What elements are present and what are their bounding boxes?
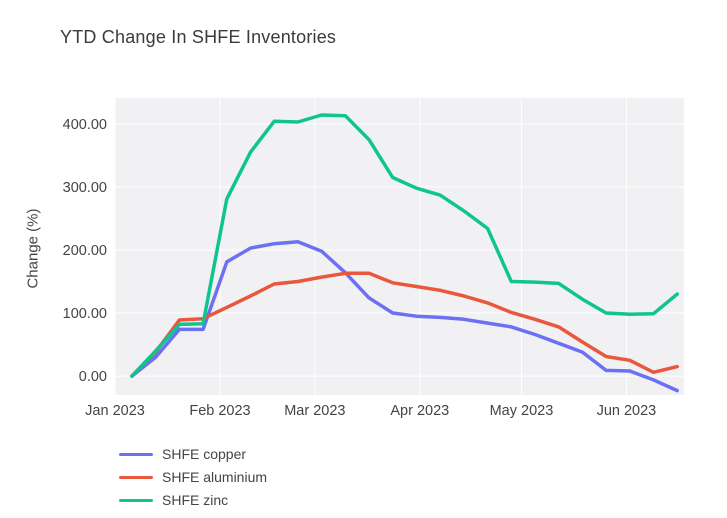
x-tick-label: May 2023 [490,403,554,419]
legend-swatch-shfe-copper [119,452,153,456]
x-tick-label: Jan 2023 [85,403,145,419]
legend-label-shfe-copper: SHFE copper [162,446,247,462]
x-tick-label: Feb 2023 [189,403,250,419]
x-tick-label: Apr 2023 [390,403,449,419]
legend-item-shfe-aluminium[interactable]: SHFE aluminium [119,469,267,485]
legend-swatch-shfe-zinc [119,498,153,502]
y-tick-label: 300.00 [63,180,107,196]
y-tick-label: 400.00 [63,117,107,133]
legend-swatch-shfe-aluminium [119,475,153,479]
y-tick-label: 0.00 [79,369,107,385]
legend-label-shfe-aluminium: SHFE aluminium [162,469,268,485]
legend: SHFE copper SHFE aluminium SHFE zinc [119,446,267,508]
series-line-shfe-aluminium [130,271,679,378]
y-tick-label: 200.00 [63,243,107,259]
y-tick-label: 100.00 [63,306,107,322]
chart-title: YTD Change In SHFE Inventories [60,27,337,47]
x-tick-label: Jun 2023 [597,403,657,419]
legend-label-shfe-zinc: SHFE zinc [162,492,229,508]
series-line-shfe-zinc [130,113,679,378]
legend-item-shfe-copper[interactable]: SHFE copper [119,446,267,462]
x-tick-label: Mar 2023 [284,403,345,419]
series-line-shfe-copper [130,240,679,393]
legend-item-shfe-zinc[interactable]: SHFE zinc [119,492,267,508]
